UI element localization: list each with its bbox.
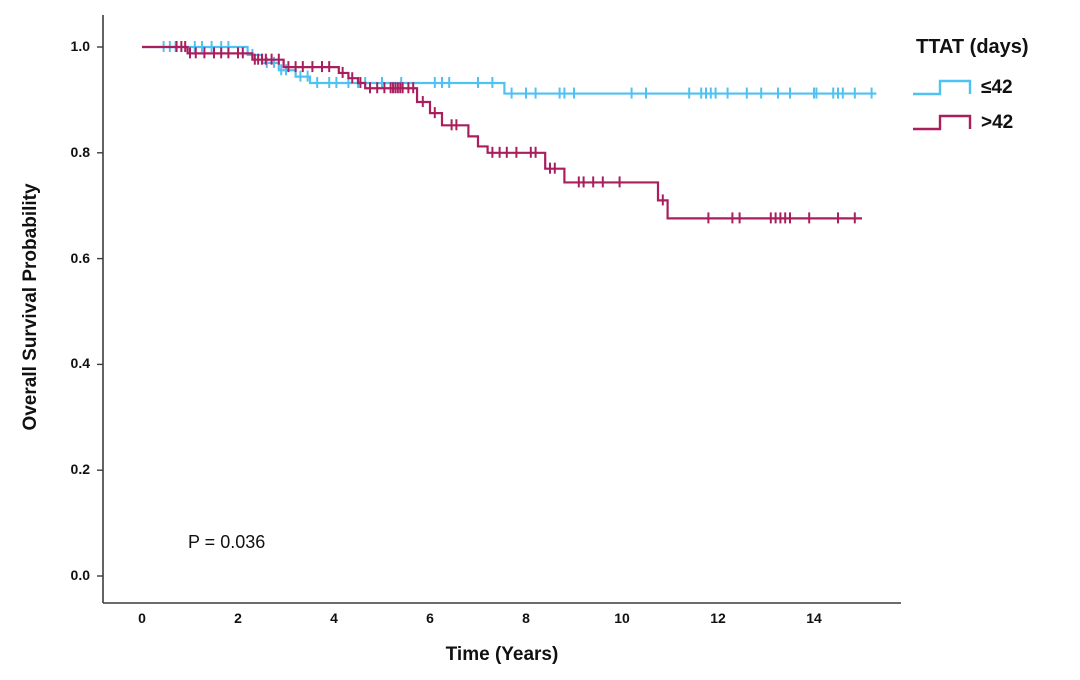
legend-swatch-le42 (913, 79, 972, 96)
legend-swatch-gt42 (913, 114, 972, 131)
x-tick-label: 6 (426, 610, 434, 626)
x-tick-label: 2 (234, 610, 242, 626)
x-tick-label: 0 (138, 610, 146, 626)
km-curve-gt42 (142, 45, 862, 220)
legend-title: TTAT (days) (916, 36, 1029, 58)
x-tick-label: 4 (330, 610, 338, 626)
x-tick-label: 14 (806, 610, 822, 626)
y-axis-title: Overall Survival Probability (20, 183, 41, 431)
y-tick-label: 0.2 (70, 461, 90, 478)
y-tick-label: 1.0 (70, 38, 90, 54)
x-tick-label: 10 (614, 610, 630, 626)
y-tick-label: 0.6 (70, 249, 90, 266)
y-tick-label: 0.8 (70, 143, 90, 160)
km-curve-le42 (142, 45, 877, 95)
y-tick-label: 0.0 (70, 567, 90, 583)
x-axis-title: Time (Years) (445, 644, 559, 665)
p-value-annotation: P = 0.036 (188, 532, 266, 552)
legend-label-gt42: >42 (981, 112, 1014, 133)
x-tick-label: 12 (710, 610, 726, 626)
x-tick-label: 8 (522, 610, 530, 626)
y-tick-label: 0.4 (70, 355, 90, 372)
legend-label-le42: ≤42 (981, 77, 1013, 98)
